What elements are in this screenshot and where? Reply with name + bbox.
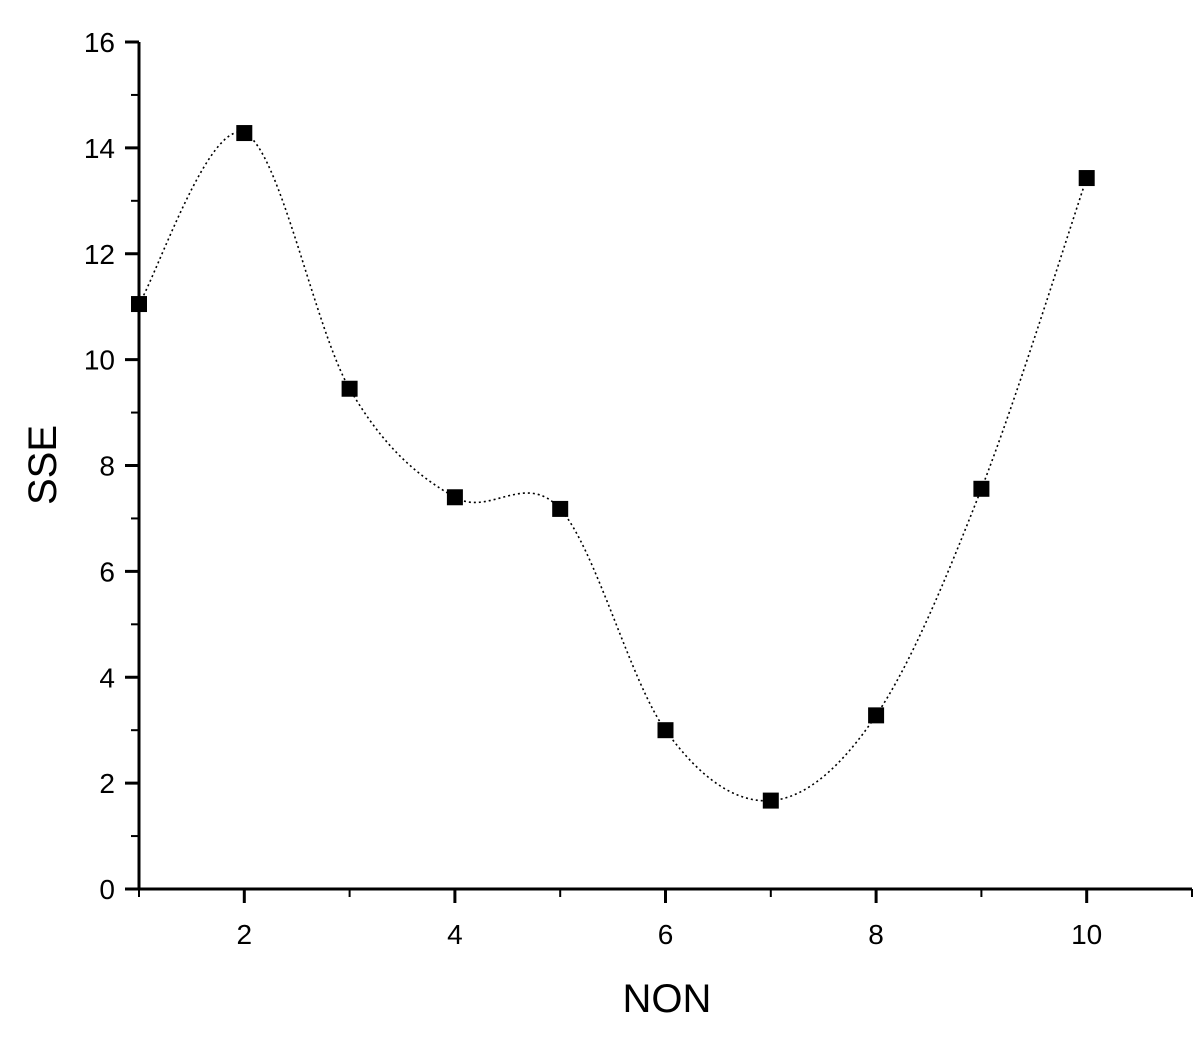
y-tick-label: 4	[99, 662, 115, 693]
series-line	[138, 131, 1088, 802]
data-point	[1078, 170, 1095, 187]
y-tick-label: 16	[84, 27, 115, 58]
tick-marks	[125, 40, 1193, 903]
y-axis-title: SSE	[21, 425, 65, 505]
data-point	[236, 125, 253, 142]
tick-labels: 0 2 4 6 8 10 12 14 16 2 4 6 8 10	[84, 27, 1102, 950]
x-axis-title: NON	[623, 977, 712, 1021]
data-point	[762, 792, 779, 809]
x-tick-label: 8	[868, 919, 884, 950]
data-point	[657, 722, 674, 739]
axes	[137, 42, 1192, 891]
y-tick-label: 14	[84, 133, 115, 164]
y-tick-label: 8	[99, 451, 115, 482]
data-point	[446, 489, 463, 506]
data-point	[552, 500, 569, 517]
data-point	[131, 296, 147, 313]
y-tick-label: 6	[99, 556, 115, 587]
x-tick-label: 6	[658, 919, 674, 950]
y-tick-label: 0	[99, 874, 115, 905]
y-tick-label: 12	[84, 239, 115, 270]
x-tick-label: 4	[447, 919, 463, 950]
y-tick-label: 10	[84, 345, 115, 376]
y-tick-label: 2	[99, 768, 115, 799]
data-point	[868, 707, 885, 724]
x-tick-label: 2	[237, 919, 253, 950]
data-point	[973, 480, 990, 497]
data-series	[131, 125, 1095, 809]
data-point	[341, 380, 358, 397]
x-tick-label: 10	[1071, 919, 1102, 950]
